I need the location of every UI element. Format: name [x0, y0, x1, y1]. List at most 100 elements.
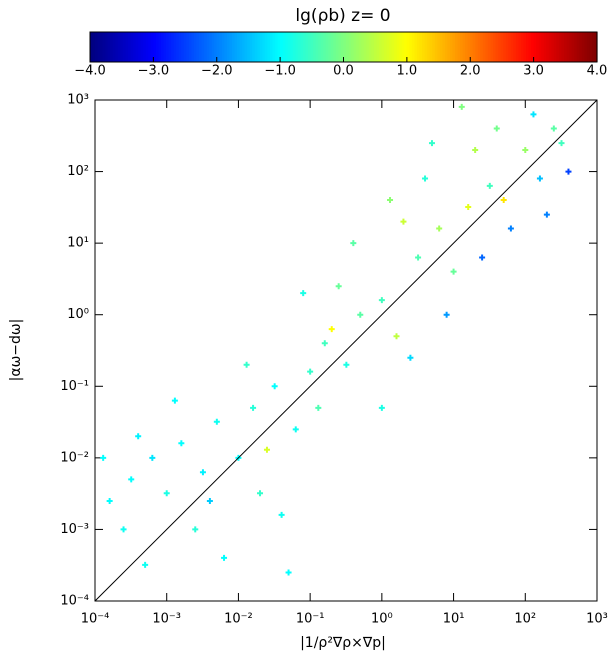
scatter-point	[199, 469, 206, 476]
colorbar-cell	[586, 32, 590, 62]
colorbar-cell	[166, 32, 170, 62]
colorbar-cell	[378, 32, 383, 62]
x-tick-label: 10¹	[443, 612, 465, 627]
colorbar-cell	[553, 32, 558, 62]
colorbar-cell	[361, 32, 365, 62]
scatter-point	[550, 125, 557, 132]
colorbar-cell	[173, 32, 177, 62]
colorbar-cell	[310, 32, 314, 62]
colorbar-cell	[262, 32, 266, 62]
colorbar-cell	[219, 32, 223, 62]
colorbar-cell	[411, 32, 416, 62]
colorbar-cell	[389, 32, 393, 62]
scatter-point	[443, 311, 450, 318]
scatter-point	[486, 182, 493, 189]
x-tick-label: 10²	[514, 612, 536, 627]
colorbar-cell	[92, 32, 96, 62]
colorbar-cell	[264, 32, 269, 62]
colorbar-cell	[277, 32, 281, 62]
colorbar-cell	[259, 32, 263, 62]
colorbar-cell	[528, 32, 532, 62]
x-tick-label: 10⁻³	[152, 612, 181, 627]
colorbar: −4.0 −3.0 −2.0 −1.0 0.0 1.0 2.0 3.0 4.0	[74, 31, 607, 79]
scatter-point	[387, 197, 394, 204]
colorbar-cell	[424, 32, 428, 62]
colorbar-cell	[315, 32, 319, 62]
colorbar-cell	[107, 32, 111, 62]
colorbar-cell	[176, 32, 180, 62]
x-tick-label: 10³	[586, 612, 608, 627]
colorbar-cell	[257, 32, 261, 62]
scatter-point	[558, 140, 565, 147]
colorbar-cell	[490, 32, 494, 62]
colorbar-cell	[343, 32, 347, 62]
colorbar-cell	[561, 32, 565, 62]
colorbar-tick-label: −2.0	[201, 64, 233, 79]
colorbar-cell	[178, 32, 182, 62]
colorbar-cell	[564, 32, 568, 62]
scatter-point	[171, 397, 178, 404]
colorbar-cell	[498, 32, 502, 62]
colorbar-cell	[366, 32, 370, 62]
colorbar-cell	[391, 32, 395, 62]
colorbar-cell	[130, 32, 134, 62]
colorbar-cell	[462, 32, 466, 62]
scatter-point	[415, 254, 422, 261]
scatter-point	[263, 446, 270, 453]
colorbar-cell	[467, 32, 471, 62]
colorbar-cell	[231, 32, 236, 62]
colorbar-cell	[429, 32, 433, 62]
colorbar-cell	[518, 32, 522, 62]
colorbar-cell	[112, 32, 116, 62]
colorbar-cell	[447, 32, 451, 62]
colorbar-cell	[239, 32, 243, 62]
y-tick-label: 10⁰	[67, 307, 89, 322]
colorbar-cell	[371, 32, 375, 62]
colorbar-cell	[211, 32, 215, 62]
colorbar-cell	[186, 32, 190, 62]
colorbar-tick-label: 0.0	[333, 64, 354, 79]
colorbar-cell	[538, 32, 542, 62]
colorbar-cell	[302, 32, 307, 62]
colorbar-cell	[566, 32, 570, 62]
colorbar-cell	[485, 32, 489, 62]
scatter-point	[507, 225, 514, 232]
colorbar-cell	[399, 32, 403, 62]
colorbar-cell	[409, 32, 413, 62]
colorbar-cell	[229, 32, 233, 62]
colorbar-cell	[143, 32, 147, 62]
colorbar-cell	[181, 32, 185, 62]
colorbar-cell	[470, 32, 474, 62]
colorbar-cell	[358, 32, 362, 62]
scatter-point	[400, 218, 407, 225]
colorbar-cell	[533, 32, 537, 62]
colorbar-cell	[145, 32, 149, 62]
colorbar-cell	[226, 32, 231, 62]
scatter-point	[206, 497, 213, 504]
colorbar-cell	[313, 32, 317, 62]
scatter-point	[300, 290, 307, 297]
colorbar-cell	[193, 32, 198, 62]
scatter-point	[213, 418, 220, 425]
colorbar-cell	[594, 32, 598, 62]
colorbar-cell	[297, 32, 302, 62]
colorbar-cell	[95, 32, 99, 62]
y-tick-label: 10⁻³	[60, 522, 89, 537]
colorbar-cell	[437, 32, 441, 62]
colorbar-cell	[579, 32, 583, 62]
colorbar-cell	[574, 32, 578, 62]
colorbar-cell	[242, 32, 246, 62]
colorbar-title: lg(ρb) z= 0	[295, 6, 390, 26]
y-axis-label: |αω−dω|	[8, 319, 24, 382]
x-tick-label: 10⁻¹	[296, 612, 325, 627]
colorbar-cell	[90, 32, 94, 62]
colorbar-cell	[168, 32, 172, 62]
colorbar-cell	[300, 32, 304, 62]
colorbar-cell	[505, 32, 509, 62]
colorbar-cell	[500, 32, 504, 62]
colorbar-cell	[148, 32, 152, 62]
colorbar-tick-label: 1.0	[397, 64, 418, 79]
colorbar-cell	[209, 32, 213, 62]
scatter-point	[530, 111, 537, 118]
colorbar-cell	[171, 32, 175, 62]
